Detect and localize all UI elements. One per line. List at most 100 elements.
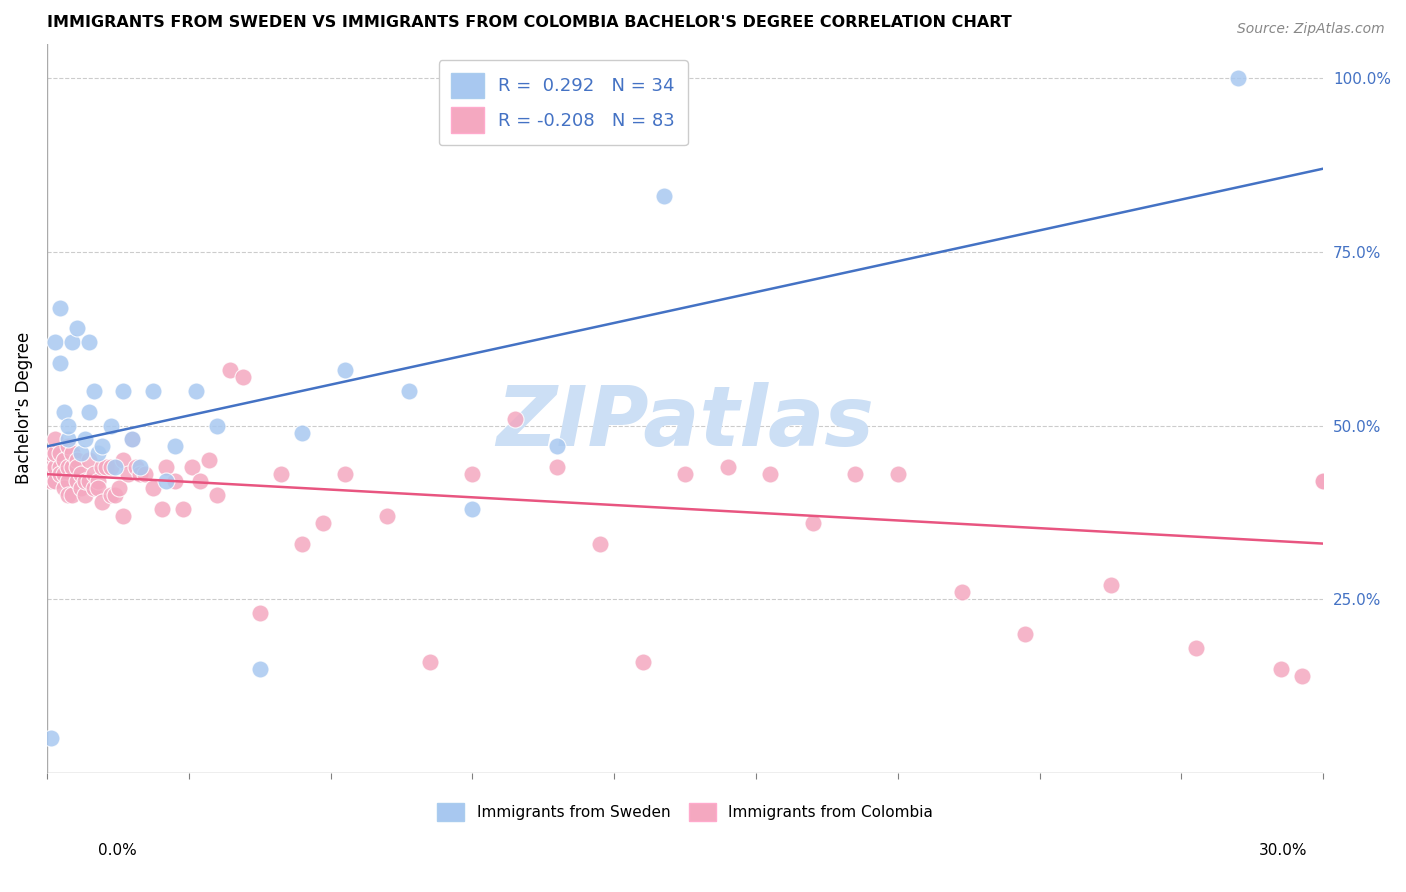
Point bbox=[589, 536, 612, 550]
Point bbox=[70, 481, 93, 495]
Point bbox=[96, 460, 118, 475]
Point bbox=[717, 460, 740, 475]
Point bbox=[66, 453, 89, 467]
Point bbox=[70, 446, 93, 460]
Point bbox=[759, 467, 782, 482]
Point bbox=[1014, 627, 1036, 641]
Point bbox=[155, 474, 177, 488]
Point bbox=[62, 446, 84, 460]
Point bbox=[184, 384, 207, 398]
Point bbox=[66, 321, 89, 335]
Point bbox=[48, 301, 70, 315]
Point bbox=[205, 418, 228, 433]
Point bbox=[100, 460, 122, 475]
Point bbox=[249, 606, 271, 620]
Point bbox=[270, 467, 292, 482]
Point bbox=[218, 363, 240, 377]
Point bbox=[1227, 71, 1250, 86]
Text: 30.0%: 30.0% bbox=[1260, 843, 1308, 858]
Point bbox=[52, 453, 75, 467]
Point bbox=[44, 433, 66, 447]
Point bbox=[129, 467, 152, 482]
Point bbox=[117, 467, 139, 482]
Point bbox=[546, 439, 568, 453]
Point bbox=[1099, 578, 1122, 592]
Point bbox=[87, 474, 110, 488]
Point bbox=[188, 474, 211, 488]
Point bbox=[291, 536, 314, 550]
Point bbox=[100, 488, 122, 502]
Point bbox=[44, 474, 66, 488]
Point bbox=[104, 488, 127, 502]
Point bbox=[461, 501, 484, 516]
Point bbox=[48, 446, 70, 460]
Point bbox=[129, 460, 152, 475]
Point bbox=[87, 446, 110, 460]
Point bbox=[52, 481, 75, 495]
Point bbox=[112, 453, 135, 467]
Point bbox=[801, 516, 824, 530]
Text: ZIPatlas: ZIPatlas bbox=[496, 383, 875, 463]
Point bbox=[56, 460, 79, 475]
Point bbox=[104, 460, 127, 475]
Point bbox=[249, 662, 271, 676]
Point bbox=[52, 467, 75, 482]
Point bbox=[66, 460, 89, 475]
Point bbox=[673, 467, 696, 482]
Point bbox=[163, 474, 186, 488]
Y-axis label: Bachelor's Degree: Bachelor's Degree bbox=[15, 332, 32, 484]
Point bbox=[333, 467, 356, 482]
Point bbox=[652, 189, 675, 203]
Point bbox=[44, 460, 66, 475]
Point bbox=[197, 453, 219, 467]
Point bbox=[100, 418, 122, 433]
Point bbox=[1291, 668, 1313, 682]
Point bbox=[375, 508, 398, 523]
Point bbox=[631, 655, 654, 669]
Point bbox=[83, 467, 105, 482]
Point bbox=[112, 384, 135, 398]
Point bbox=[1312, 474, 1334, 488]
Point bbox=[70, 467, 93, 482]
Point bbox=[79, 335, 101, 350]
Point bbox=[142, 481, 165, 495]
Point bbox=[62, 460, 84, 475]
Point bbox=[83, 384, 105, 398]
Point bbox=[66, 474, 89, 488]
Point bbox=[1270, 662, 1292, 676]
Point bbox=[333, 363, 356, 377]
Point bbox=[546, 460, 568, 475]
Point bbox=[39, 731, 62, 745]
Point bbox=[56, 488, 79, 502]
Point bbox=[91, 439, 114, 453]
Point bbox=[950, 585, 973, 599]
Point bbox=[134, 467, 156, 482]
Point bbox=[91, 495, 114, 509]
Text: Source: ZipAtlas.com: Source: ZipAtlas.com bbox=[1237, 22, 1385, 37]
Point bbox=[39, 446, 62, 460]
Point bbox=[62, 335, 84, 350]
Point bbox=[398, 384, 420, 398]
Text: IMMIGRANTS FROM SWEDEN VS IMMIGRANTS FROM COLOMBIA BACHELOR'S DEGREE CORRELATION: IMMIGRANTS FROM SWEDEN VS IMMIGRANTS FRO… bbox=[46, 15, 1012, 30]
Point bbox=[121, 433, 143, 447]
Legend: Immigrants from Sweden, Immigrants from Colombia: Immigrants from Sweden, Immigrants from … bbox=[430, 797, 939, 827]
Point bbox=[56, 418, 79, 433]
Point bbox=[205, 488, 228, 502]
Point bbox=[172, 501, 194, 516]
Point bbox=[291, 425, 314, 440]
Point bbox=[75, 474, 97, 488]
Text: 0.0%: 0.0% bbox=[98, 843, 138, 858]
Point bbox=[142, 384, 165, 398]
Point bbox=[79, 474, 101, 488]
Point bbox=[125, 460, 148, 475]
Point bbox=[91, 460, 114, 475]
Point bbox=[48, 356, 70, 370]
Point bbox=[79, 453, 101, 467]
Point bbox=[56, 474, 79, 488]
Point bbox=[503, 411, 526, 425]
Point bbox=[112, 508, 135, 523]
Point bbox=[1312, 474, 1334, 488]
Point bbox=[44, 335, 66, 350]
Point bbox=[419, 655, 441, 669]
Point bbox=[56, 433, 79, 447]
